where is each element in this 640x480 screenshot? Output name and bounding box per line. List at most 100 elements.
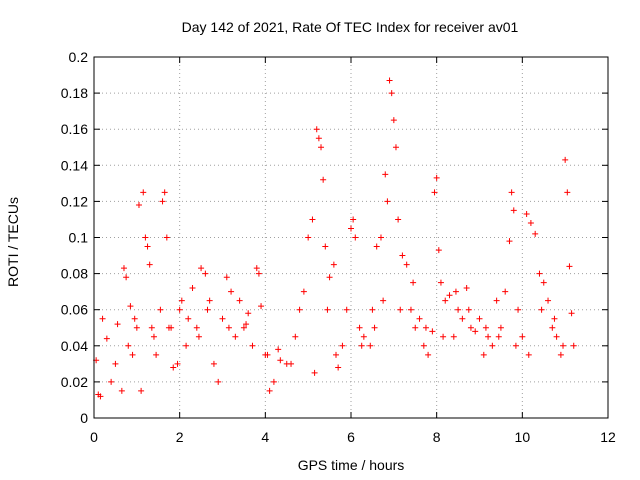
data-point xyxy=(502,288,509,295)
data-point xyxy=(446,292,453,299)
data-point xyxy=(206,297,213,304)
data-point xyxy=(523,211,530,218)
data-point xyxy=(390,117,397,124)
y-tick-label: 0.08 xyxy=(61,266,88,282)
data-point xyxy=(429,328,436,335)
data-point xyxy=(348,225,354,232)
data-point xyxy=(245,310,252,317)
data-point xyxy=(399,252,406,259)
data-point xyxy=(103,335,110,342)
data-point xyxy=(150,333,157,340)
data-point xyxy=(123,274,130,281)
data-point xyxy=(410,279,417,286)
data-point xyxy=(512,342,519,349)
data-point xyxy=(125,342,132,349)
data-point xyxy=(305,234,312,241)
data-point xyxy=(112,360,119,367)
data-point xyxy=(459,315,466,322)
data-point xyxy=(515,306,522,313)
data-point xyxy=(508,189,515,196)
data-point xyxy=(193,324,200,331)
data-point xyxy=(157,306,164,313)
data-point xyxy=(318,144,325,151)
data-point xyxy=(270,378,277,385)
data-point xyxy=(315,135,322,142)
y-tick-label: 0 xyxy=(80,410,88,426)
data-point xyxy=(560,342,567,349)
data-point xyxy=(146,261,153,268)
data-point xyxy=(313,126,320,133)
data-point xyxy=(326,274,333,281)
x-axis-label: GPS time / hours xyxy=(298,457,405,473)
data-point xyxy=(358,342,365,349)
data-point xyxy=(510,207,517,214)
data-point xyxy=(343,306,350,313)
data-point xyxy=(450,333,457,340)
data-point xyxy=(440,333,447,340)
data-point xyxy=(159,198,166,205)
data-point xyxy=(525,351,532,358)
data-point xyxy=(131,315,138,322)
data-point xyxy=(249,342,256,349)
data-point xyxy=(148,324,155,331)
chart-title: Day 142 of 2021, Rate Of TEC Index for r… xyxy=(182,19,519,35)
data-point xyxy=(435,247,442,254)
y-tick-label: 0.1 xyxy=(69,230,89,246)
data-point xyxy=(142,234,149,241)
data-point xyxy=(176,306,183,313)
data-point xyxy=(476,315,483,322)
data-point xyxy=(356,324,363,331)
data-point xyxy=(127,303,134,310)
data-point xyxy=(223,274,230,281)
x-tick-label: 4 xyxy=(261,429,269,445)
data-point xyxy=(442,297,449,304)
data-point xyxy=(480,351,487,358)
y-tick-label: 0.06 xyxy=(61,302,88,318)
data-point xyxy=(352,234,359,241)
data-point xyxy=(455,306,462,313)
data-point xyxy=(275,346,282,353)
x-tick-label: 6 xyxy=(347,429,355,445)
data-point xyxy=(300,288,307,295)
data-point xyxy=(465,306,472,313)
data-point xyxy=(258,303,265,310)
data-point xyxy=(463,285,470,292)
data-point xyxy=(407,306,414,313)
data-point xyxy=(215,378,222,385)
data-point xyxy=(129,351,136,358)
data-point xyxy=(420,342,427,349)
data-point xyxy=(412,324,419,331)
x-tick-label: 2 xyxy=(176,429,184,445)
data-point xyxy=(545,297,552,304)
data-point xyxy=(311,369,318,376)
y-tick-label: 0.02 xyxy=(61,374,88,390)
data-point xyxy=(431,189,438,196)
data-point xyxy=(232,333,239,340)
data-point xyxy=(240,324,247,331)
data-point xyxy=(108,378,115,385)
data-point xyxy=(392,144,399,151)
data-point xyxy=(553,333,560,340)
data-point xyxy=(377,234,384,241)
data-point xyxy=(397,306,404,313)
data-point xyxy=(296,306,303,313)
data-point xyxy=(425,351,432,358)
data-point xyxy=(253,265,260,272)
data-point xyxy=(140,189,147,196)
data-point xyxy=(335,364,342,371)
data-point xyxy=(416,315,423,322)
data-point xyxy=(369,306,376,313)
data-point xyxy=(133,324,140,331)
data-point xyxy=(204,306,211,313)
data-point xyxy=(388,90,395,97)
data-point xyxy=(536,270,543,277)
data-point xyxy=(367,342,374,349)
data-point xyxy=(551,315,558,322)
axis-ticks: 0 2 4 6 8 10 12 0 0.02 0.04 0.06 0.08 0.1 0.12 0.14 0.1… xyxy=(61,49,616,445)
data-point xyxy=(322,243,329,250)
data-point xyxy=(185,315,192,322)
data-point xyxy=(266,387,273,394)
data-point xyxy=(309,216,316,223)
